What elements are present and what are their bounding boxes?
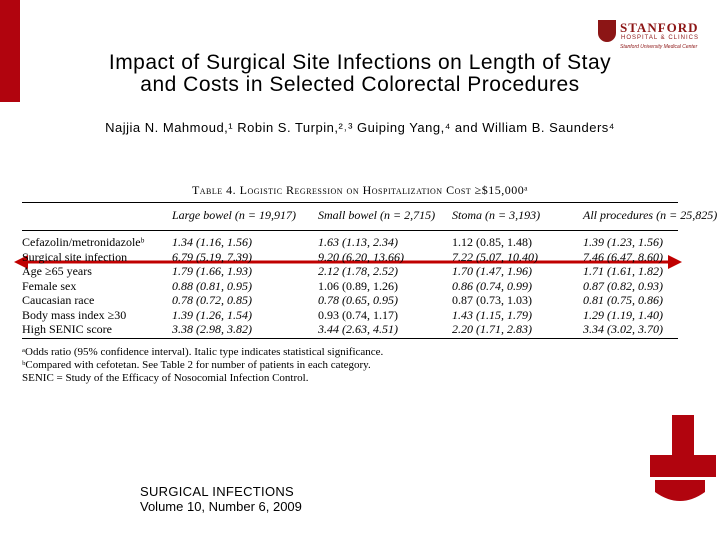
table-cell: 0.78 (0.65, 0.95) [318, 293, 398, 307]
table-cell: 1.12 (0.85, 1.48) [452, 235, 532, 249]
table-cell: 1.79 (1.66, 1.93) [172, 264, 252, 278]
title-line: and Costs in Selected Colorectal Procedu… [140, 73, 580, 96]
row-label: Cefazolin/metronidazoleᵇ [22, 235, 145, 249]
footnote: ᵃOdds ratio (95% confidence interval). I… [22, 346, 384, 358]
row-label: Surgical site infection [22, 249, 128, 264]
arrow-head [14, 255, 28, 269]
table-cell: 3.34 (3.02, 3.70) [583, 322, 663, 336]
row-label: Caucasian race [22, 293, 95, 307]
column-header: Small bowel (n = 2,715) [318, 208, 436, 222]
table-cell: 7.22 (5.07, 10.40) [452, 249, 538, 264]
table-cell: 1.29 (1.19, 1.40) [583, 307, 663, 322]
table-cell: 0.81 (0.75, 0.86) [583, 293, 663, 307]
logo-tagline: Stanford University Medical Center [620, 44, 698, 50]
logo-shield [598, 20, 616, 42]
table-cell: 0.78 (0.72, 0.85) [172, 293, 252, 307]
arrow-head [668, 255, 682, 269]
footnote: ᵇCompared with cefotetan. See Table 2 fo… [22, 359, 371, 371]
table-cell: 1.71 (1.61, 1.82) [583, 264, 663, 278]
table-cell: 1.70 (1.47, 1.96) [452, 264, 532, 278]
logo-mark [650, 415, 716, 501]
journal-issue: Volume 10, Number 6, 2009 [140, 499, 302, 514]
rule [22, 202, 678, 203]
rule [22, 338, 678, 339]
row-label: Female sex [22, 278, 77, 293]
row-label: Body mass index ≥30 [22, 307, 127, 322]
table-cell: 1.63 (1.13, 2.34) [318, 235, 398, 249]
table-cell: 0.87 (0.73, 1.03) [452, 293, 532, 307]
title-line: Impact of Surgical Site Infections on Le… [108, 51, 612, 74]
row-label: Age ≥65 years [22, 264, 92, 278]
column-header: Large bowel (n = 19,917) [172, 208, 296, 222]
rule [22, 230, 678, 231]
table-cell: 0.86 (0.74, 0.99) [452, 278, 532, 293]
table-cell: 7.46 (6.47, 8.60) [583, 249, 663, 264]
table-cell: 2.12 (1.78, 2.52) [318, 264, 398, 278]
table-cell: 6.79 (5.19, 7.39) [172, 249, 252, 264]
table-cell: 1.39 (1.23, 1.56) [583, 235, 663, 249]
row-label: High SENIC score [22, 322, 112, 336]
table-cell: 1.34 (1.16, 1.56) [172, 235, 252, 249]
table-cell: 1.43 (1.15, 1.79) [452, 307, 532, 322]
table-cell: 1.39 (1.26, 1.54) [172, 307, 252, 322]
authors: Najjia N. Mahmoud,¹ Robin S. Turpin,²˒³ … [105, 120, 615, 135]
table-cell: 0.93 (0.74, 1.17) [318, 307, 398, 322]
table-cell: 0.88 (0.81, 0.95) [172, 278, 252, 293]
table-cell: 9.20 (6.20, 13.66) [318, 249, 404, 264]
table-caption: Table 4. Logistic Regression on Hospital… [191, 183, 529, 197]
column-header: All procedures (n = 25,825) [583, 208, 718, 222]
accent-bar [0, 0, 20, 102]
table-cell: 3.44 (2.63, 4.51) [318, 322, 398, 336]
table-cell: 2.20 (1.71, 2.83) [452, 322, 532, 336]
footnote: SENIC = Study of the Efficacy of Nosocom… [22, 372, 309, 384]
table-cell: 1.06 (0.89, 1.26) [318, 278, 398, 293]
table-cell: 3.38 (2.98, 3.82) [172, 322, 252, 336]
column-header: Stoma (n = 3,193) [452, 208, 541, 222]
journal-name: SURGICAL INFECTIONS [140, 484, 295, 499]
table-cell: 0.87 (0.82, 0.93) [583, 278, 663, 293]
logo-name: STANFORD [620, 20, 699, 35]
logo-sub: HOSPITAL & CLINICS [621, 35, 700, 41]
